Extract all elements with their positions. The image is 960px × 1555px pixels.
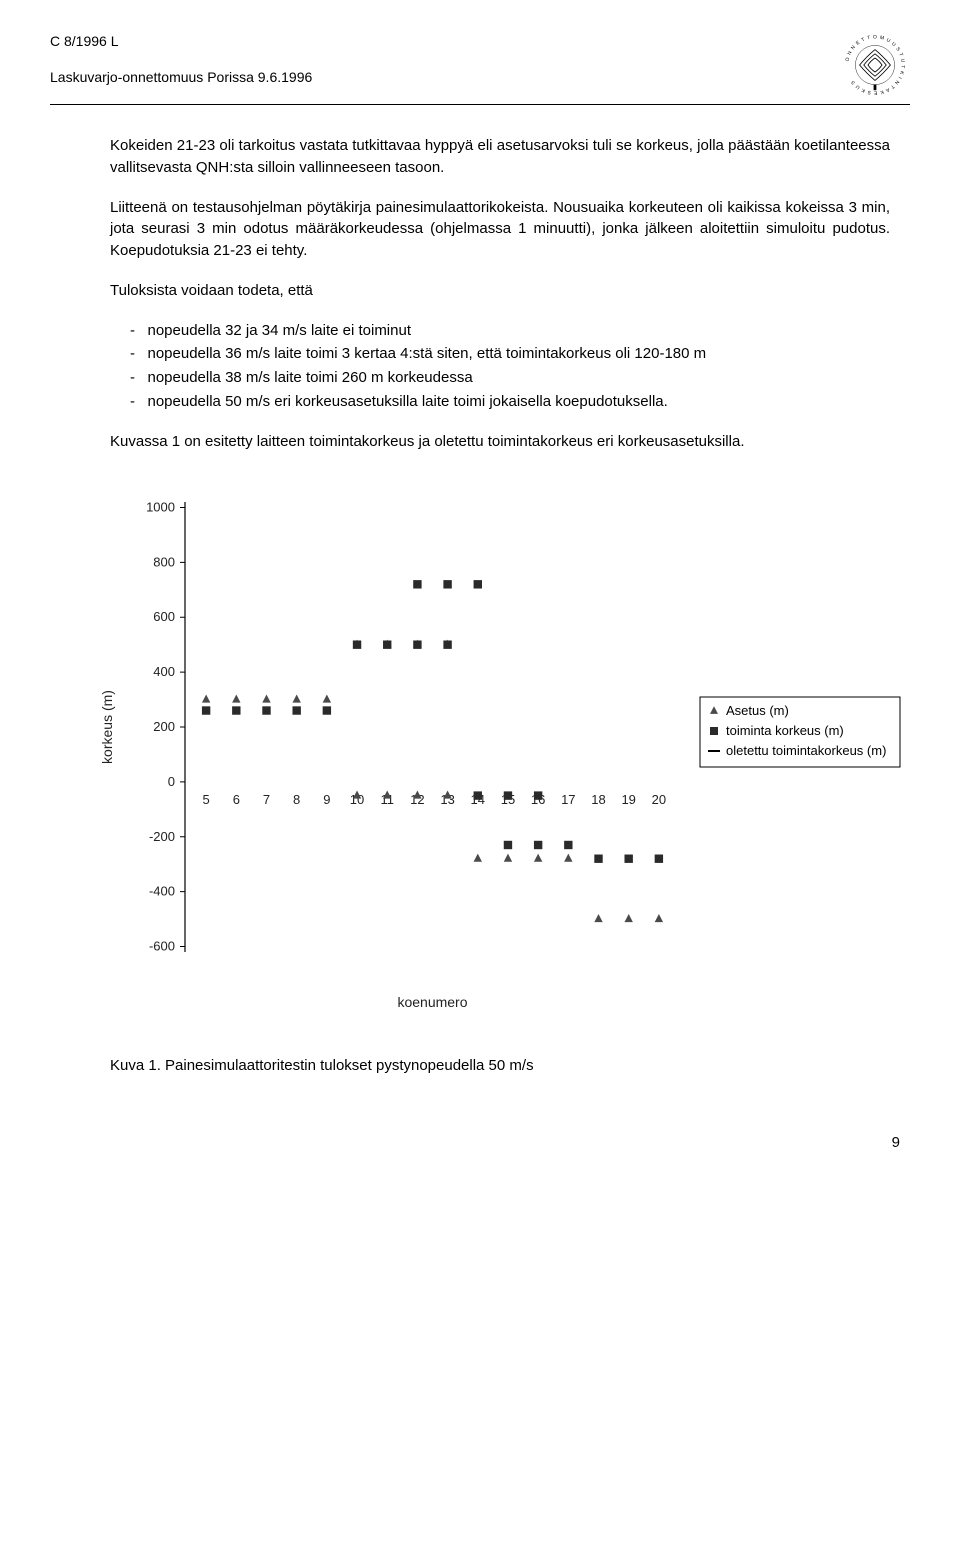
svg-text:Asetus (m): Asetus (m) [726, 703, 789, 718]
svg-text:korkeus (m): korkeus (m) [99, 690, 115, 764]
svg-text:1000: 1000 [146, 500, 175, 515]
svg-text:-600: -600 [149, 939, 175, 954]
page-number: 9 [50, 1134, 900, 1151]
svg-text:7: 7 [263, 792, 270, 807]
list-item: nopeudella 38 m/s laite toimi 260 m kork… [130, 367, 890, 389]
svg-text:20: 20 [652, 792, 666, 807]
document-title: Laskuvarjo-onnettomuus Porissa 9.6.1996 [50, 66, 312, 88]
svg-text:19: 19 [621, 792, 635, 807]
svg-text:6: 6 [233, 792, 240, 807]
case-reference: C 8/1996 L [50, 30, 312, 52]
svg-text:8: 8 [293, 792, 300, 807]
list-item: nopeudella 32 ja 34 m/s laite ei toiminu… [130, 320, 890, 342]
page-header: C 8/1996 L Laskuvarjo-onnettomuus Poriss… [50, 30, 910, 100]
figure-caption: Kuva 1. Painesimulaattoritestin tulokset… [110, 1057, 910, 1074]
header-left: C 8/1996 L Laskuvarjo-onnettomuus Poriss… [50, 30, 312, 89]
scatter-chart: -600-400-2000200400600800100056789101112… [90, 482, 910, 1022]
agency-logo: O N N E T T O M U U S T U T K I N T A K … [840, 30, 910, 100]
svg-text:5: 5 [203, 792, 210, 807]
svg-text:200: 200 [153, 719, 175, 734]
svg-text:17: 17 [561, 792, 575, 807]
bullet-list: nopeudella 32 ja 34 m/s laite ei toiminu… [110, 320, 890, 413]
svg-text:400: 400 [153, 664, 175, 679]
paragraph: Tuloksista voidaan todeta, että [110, 280, 890, 302]
svg-text:18: 18 [591, 792, 605, 807]
paragraph: Liitteenä on testausohjelman pöytäkirja … [110, 197, 890, 262]
page: C 8/1996 L Laskuvarjo-onnettomuus Poriss… [0, 0, 960, 1181]
svg-text:toiminta korkeus (m): toiminta korkeus (m) [726, 723, 844, 738]
svg-text:600: 600 [153, 609, 175, 624]
body-text: Kokeiden 21-23 oli tarkoitus vastata tut… [110, 135, 890, 452]
chart-container: -600-400-2000200400600800100056789101112… [90, 482, 910, 1027]
header-rule [50, 104, 910, 105]
svg-text:oletettu toimintakorkeus (m): oletettu toimintakorkeus (m) [726, 743, 886, 758]
svg-text:-200: -200 [149, 829, 175, 844]
svg-text:800: 800 [153, 555, 175, 570]
list-item: nopeudella 50 m/s eri korkeusasetuksilla… [130, 391, 890, 413]
svg-text:0: 0 [168, 774, 175, 789]
svg-text:-400: -400 [149, 884, 175, 899]
svg-text:9: 9 [323, 792, 330, 807]
paragraph: Kuvassa 1 on esitetty laitteen toimintak… [110, 431, 890, 453]
svg-text:koenumero: koenumero [397, 994, 467, 1010]
list-item: nopeudella 36 m/s laite toimi 3 kertaa 4… [130, 343, 890, 365]
paragraph: Kokeiden 21-23 oli tarkoitus vastata tut… [110, 135, 890, 179]
